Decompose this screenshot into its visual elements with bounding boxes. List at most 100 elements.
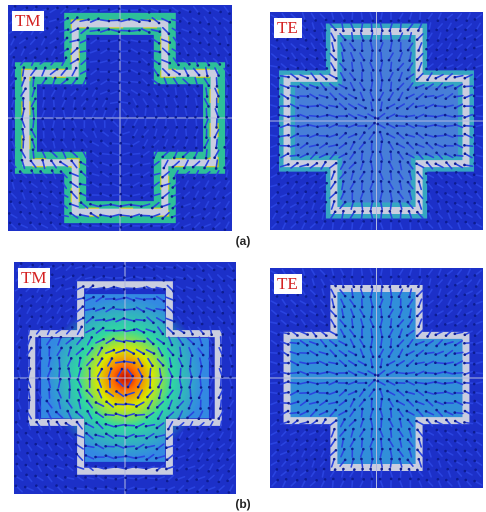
arrow-head bbox=[62, 118, 65, 121]
arrow-head bbox=[102, 275, 105, 278]
arrow-head bbox=[464, 28, 467, 31]
arrow-head bbox=[362, 160, 365, 163]
arrow-head bbox=[398, 295, 401, 298]
arrow-head bbox=[276, 39, 279, 42]
arrow-head bbox=[407, 161, 410, 164]
arrow-head bbox=[306, 142, 309, 145]
arrow-head bbox=[454, 76, 457, 79]
arrow-head bbox=[157, 105, 160, 108]
arrow-head bbox=[141, 176, 144, 179]
arrow-head bbox=[398, 99, 401, 102]
arrow-head bbox=[475, 285, 478, 288]
arrow-head bbox=[369, 296, 372, 299]
arrow-head bbox=[334, 39, 337, 42]
arrow-head bbox=[379, 89, 382, 92]
arrow-head bbox=[120, 184, 123, 187]
arrow-head bbox=[316, 173, 319, 176]
arrow-head bbox=[363, 388, 366, 391]
arrow-head bbox=[93, 307, 96, 310]
arrow-head bbox=[228, 12, 231, 15]
arrow-head bbox=[82, 265, 85, 268]
arrow-head bbox=[379, 131, 382, 134]
arrow-head bbox=[41, 306, 44, 309]
arrow-head bbox=[335, 88, 338, 91]
arrow-head bbox=[66, 78, 69, 81]
arrow-head bbox=[128, 70, 131, 73]
arrow-head bbox=[155, 436, 158, 439]
arrow-head bbox=[192, 228, 195, 231]
arrow-head bbox=[183, 187, 186, 190]
arrow-head bbox=[353, 29, 356, 32]
arrow-head bbox=[473, 303, 476, 306]
arrow-head bbox=[51, 316, 54, 319]
arrow-head bbox=[473, 114, 476, 117]
arrow-head bbox=[474, 274, 477, 277]
arrow-head bbox=[229, 439, 232, 442]
arrow-head bbox=[153, 268, 156, 271]
arrow-head bbox=[42, 87, 45, 90]
arrow-head bbox=[188, 22, 191, 25]
arrow-head bbox=[332, 220, 335, 223]
arrow-head bbox=[40, 139, 43, 142]
arrow-head bbox=[326, 392, 329, 395]
arrow-head bbox=[156, 406, 159, 409]
arrow-head bbox=[12, 87, 15, 90]
arrow-head bbox=[473, 363, 476, 366]
arrow-head bbox=[436, 305, 439, 308]
arrow-head bbox=[333, 276, 336, 279]
arrow-head bbox=[325, 88, 328, 91]
arrow-head bbox=[426, 19, 429, 22]
arrow-head bbox=[379, 305, 382, 308]
arrow-head bbox=[297, 371, 300, 374]
arrow-head bbox=[148, 20, 151, 23]
arrow-head bbox=[398, 355, 401, 358]
arrow-head bbox=[418, 180, 421, 183]
arrow-head bbox=[399, 49, 402, 52]
arrow-head bbox=[178, 52, 181, 55]
arrow-head bbox=[296, 479, 299, 482]
arrow-head bbox=[316, 57, 319, 60]
arrow-head bbox=[55, 453, 58, 456]
arrow-head bbox=[435, 88, 438, 91]
arrow-head bbox=[228, 33, 231, 36]
arrow-head bbox=[109, 215, 112, 218]
arrow-head bbox=[80, 201, 83, 204]
arrow-head bbox=[445, 161, 448, 164]
arrow-head bbox=[325, 48, 328, 51]
arrow-head bbox=[56, 421, 59, 424]
arrow-head bbox=[62, 107, 65, 110]
arrow-head bbox=[473, 162, 476, 165]
arrow-head bbox=[206, 458, 209, 461]
arrow-head bbox=[425, 324, 428, 327]
arrow-head bbox=[144, 116, 147, 119]
arrow-head bbox=[165, 468, 168, 471]
arrow-head bbox=[453, 154, 456, 157]
arrow-head bbox=[194, 116, 197, 119]
arrow-head bbox=[405, 115, 408, 118]
arrow-head bbox=[428, 30, 431, 33]
arrow-head bbox=[75, 453, 78, 456]
arrow-head bbox=[81, 149, 84, 152]
arrow-head bbox=[398, 79, 401, 82]
arrow-head bbox=[50, 367, 53, 370]
arrow-head bbox=[344, 364, 347, 367]
arrow-head bbox=[59, 201, 62, 204]
arrow-head bbox=[352, 170, 355, 173]
arrow-head bbox=[104, 476, 107, 479]
arrow-head bbox=[206, 75, 209, 78]
arrow-head bbox=[143, 352, 146, 355]
arrow-head bbox=[353, 78, 356, 81]
arrow-head bbox=[334, 210, 337, 213]
arrow-head bbox=[334, 285, 337, 288]
arrow-head bbox=[85, 422, 88, 425]
arrow-head bbox=[425, 399, 428, 402]
arrow-head bbox=[334, 409, 337, 412]
arrow-head bbox=[108, 59, 111, 62]
arrow-head bbox=[389, 170, 392, 173]
arrow-head bbox=[219, 428, 222, 431]
arrow-head bbox=[334, 69, 337, 72]
arrow-head bbox=[351, 220, 354, 223]
arrow-head bbox=[56, 68, 59, 71]
arrow-head bbox=[416, 191, 419, 194]
arrow-head bbox=[455, 211, 458, 214]
